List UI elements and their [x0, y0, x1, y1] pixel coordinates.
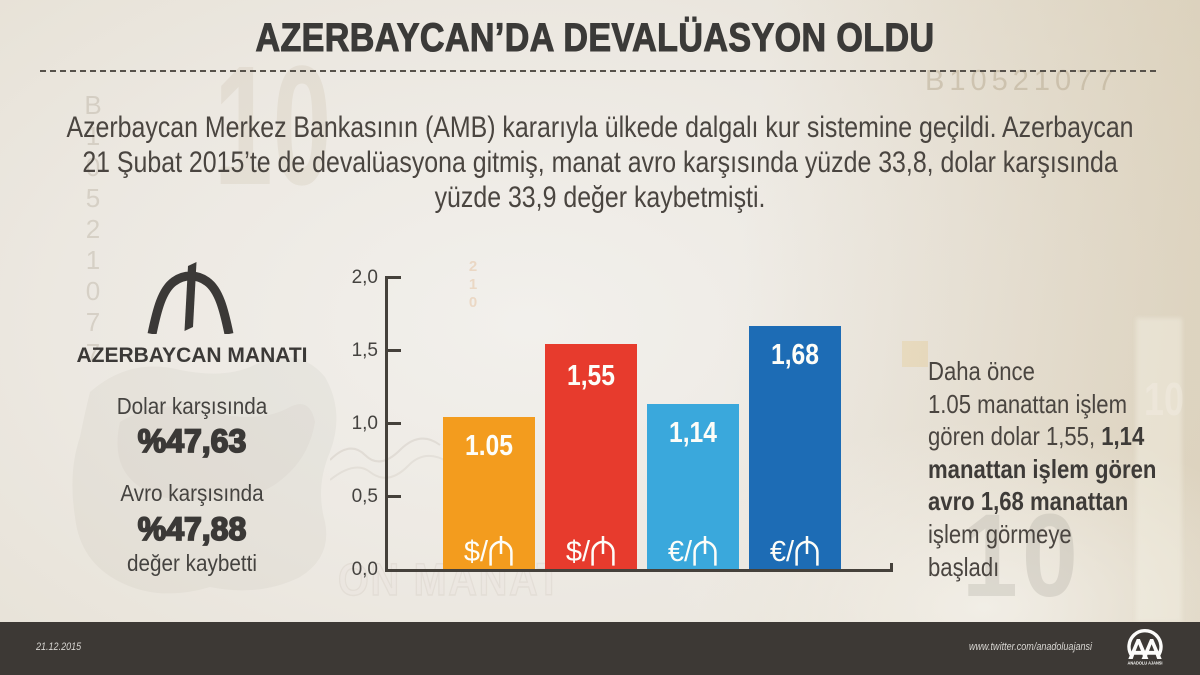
- svg-text:ANADOLU AJANSI: ANADOLU AJANSI: [1128, 661, 1163, 666]
